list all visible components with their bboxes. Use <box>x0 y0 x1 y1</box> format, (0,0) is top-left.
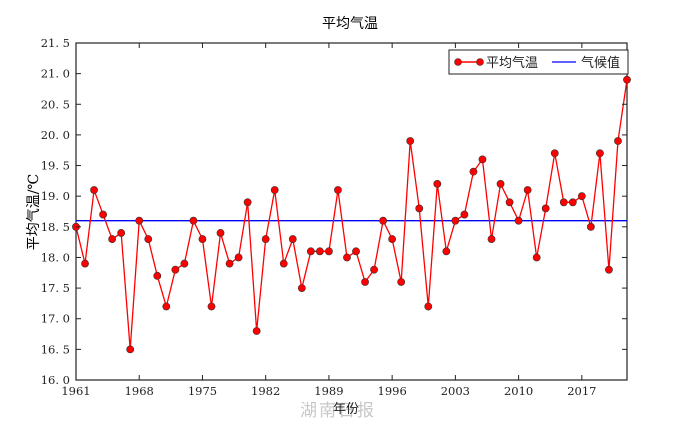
data-point <box>568 198 577 207</box>
y-axis: 16. 0 16. 5 17. 0 17. 5 18. 0 18. 5 19. 0 19. 5… <box>41 36 627 387</box>
data-point <box>171 265 180 274</box>
data-point <box>306 247 315 256</box>
data-point <box>596 149 604 158</box>
data-point <box>99 210 107 219</box>
chart-title: 平均气温 <box>322 16 378 32</box>
data-point <box>478 155 487 164</box>
x-tick-label: 2017 <box>567 384 596 398</box>
data-point <box>559 198 568 207</box>
data-point <box>135 216 144 225</box>
legend-label-climate: 气候值 <box>581 55 620 71</box>
x-tick-label: 2010 <box>504 384 533 398</box>
data-point <box>388 235 397 243</box>
data-point <box>162 302 171 311</box>
y-tick-label: 17. 0 <box>41 312 70 326</box>
y-tick-label: 19. 0 <box>41 189 70 203</box>
data-point <box>325 247 333 256</box>
data-point <box>216 229 225 237</box>
x-tick-label: 1996 <box>378 384 407 398</box>
x-tick-label: 1975 <box>188 384 217 398</box>
legend-marker-icon <box>454 58 462 66</box>
data-point <box>541 204 550 213</box>
data-point <box>361 278 369 286</box>
data-point <box>352 247 360 256</box>
y-tick-label: 16. 0 <box>41 373 70 387</box>
data-point <box>523 186 532 194</box>
legend-marker-icon <box>476 58 484 66</box>
data-point <box>424 302 433 311</box>
y-tick-label: 21. 5 <box>41 36 70 50</box>
y-tick-label: 20. 0 <box>41 128 70 142</box>
data-point <box>90 186 98 194</box>
data-point <box>442 247 451 256</box>
x-axis-label: 年份 <box>333 402 360 417</box>
x-tick-label: 1982 <box>251 384 280 398</box>
data-point <box>234 253 243 262</box>
x-tick-label: 1961 <box>61 384 90 398</box>
data-point <box>460 210 469 219</box>
plot-area <box>72 42 631 381</box>
data-point <box>379 216 388 225</box>
legend-label-temperature: 平均气温 <box>486 55 538 71</box>
data-point <box>252 327 261 335</box>
y-tick-label: 17. 5 <box>41 281 70 295</box>
data-point <box>153 271 162 280</box>
legend: 平均气温 气候值 <box>448 49 629 75</box>
y-axis-label: 平均气温/℃ <box>26 174 42 250</box>
data-point <box>243 198 252 207</box>
data-point <box>397 278 406 286</box>
data-point <box>126 345 135 354</box>
data-point <box>225 259 234 268</box>
x-tick-label: 2003 <box>441 384 470 398</box>
data-point <box>180 259 189 268</box>
data-point <box>505 198 514 207</box>
data-point <box>514 216 523 225</box>
data-point <box>334 186 342 194</box>
data-point <box>144 235 153 243</box>
data-point <box>433 180 442 188</box>
data-point <box>550 149 559 158</box>
watermark: 湖南日报 <box>300 401 376 421</box>
temperature-line <box>75 79 628 350</box>
data-point <box>623 75 631 84</box>
data-point <box>108 235 117 243</box>
data-point <box>189 216 198 225</box>
data-point <box>343 253 351 262</box>
data-point <box>451 216 460 225</box>
data-point <box>469 167 478 176</box>
data-point <box>279 259 288 268</box>
data-point <box>406 137 415 145</box>
data-point <box>81 259 89 268</box>
data-point <box>207 302 216 311</box>
data-point <box>370 265 378 274</box>
x-axis: 1961 1968 1975 1982 1989 1996 2003 2010 2017 <box>61 43 596 398</box>
y-tick-label: 21. 0 <box>41 67 70 81</box>
data-point <box>496 180 505 188</box>
y-tick-label: 18. 0 <box>41 250 70 264</box>
data-point <box>605 265 613 274</box>
data-point <box>415 204 424 213</box>
data-point <box>261 235 270 243</box>
data-point <box>198 235 207 243</box>
data-point <box>288 235 297 243</box>
y-tick-label: 20. 5 <box>41 97 70 111</box>
data-point <box>270 186 279 194</box>
y-tick-label: 19. 5 <box>41 159 70 173</box>
x-tick-label: 1968 <box>125 384 154 398</box>
data-point <box>532 253 541 262</box>
y-tick-label: 16. 5 <box>41 342 70 356</box>
data-point <box>577 192 586 201</box>
data-point <box>586 222 595 231</box>
data-point <box>614 137 622 145</box>
data-point <box>297 284 306 292</box>
data-point <box>487 235 496 243</box>
y-tick-label: 18. 5 <box>41 220 70 234</box>
data-point <box>117 229 126 237</box>
x-tick-label: 1989 <box>314 384 343 398</box>
data-point <box>315 247 324 256</box>
